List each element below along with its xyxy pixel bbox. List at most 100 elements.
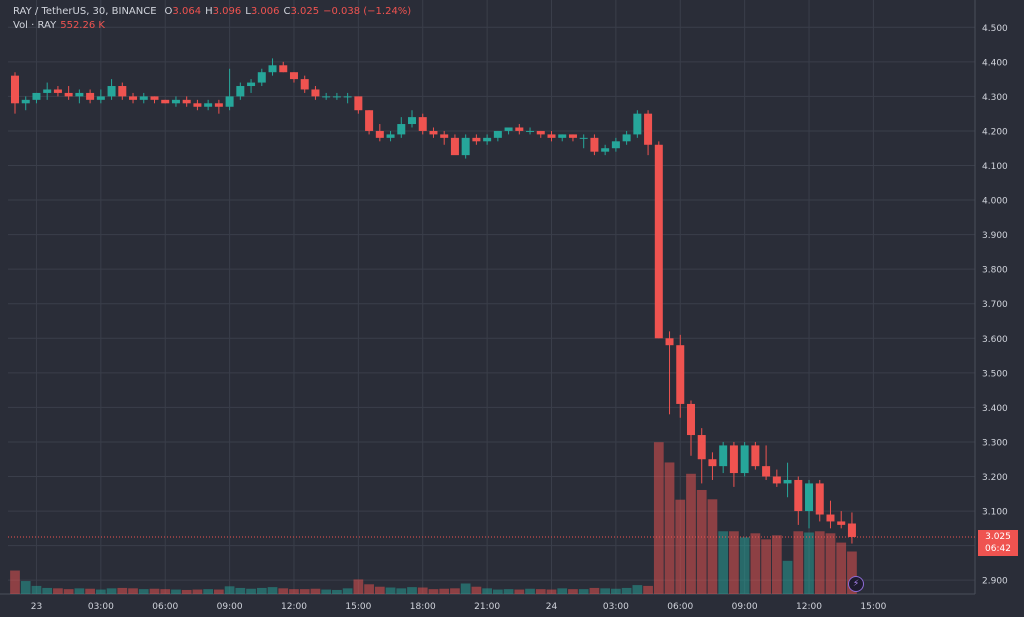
open-value: 3.064 [172,6,202,17]
volume-bar [439,588,450,594]
candle-body [729,445,738,474]
volume-bar [546,589,557,594]
volume-bar [557,588,568,594]
y-axis-tick-label: 3.400 [982,404,1008,414]
volume-bar [203,589,214,594]
volume-bar [471,586,482,594]
candle-body [772,476,781,484]
candle-body [805,483,814,512]
x-axis-tick-label: 12:00 [796,602,822,612]
candle-body [762,466,771,477]
candle-body [365,110,374,131]
y-axis-tick-label: 3.200 [982,473,1008,483]
volume-bar [686,473,696,594]
volume-bar [224,586,235,594]
ohlc-legend-row: RAY / TetherUS, 30, BINANCE O 3.064 H 3.09… [13,5,411,19]
x-axis-tick-label: 09:00 [217,602,243,612]
volume-bar [525,588,535,594]
change-value: −0.038 (−1.24%) [323,6,412,17]
volume-bar [181,589,192,594]
candle-body [289,72,298,80]
candle-body [676,345,685,404]
candle-body [11,75,19,104]
y-axis-tick-label: 2.900 [982,577,1008,587]
candle-body [654,144,663,339]
x-axis-tick-label: 06:00 [152,602,178,612]
close-label: C [283,6,291,17]
volume-bar [149,588,160,594]
candle-body [504,127,513,131]
volume-bar [460,583,471,594]
volume-bar [10,570,20,594]
volume-bar [374,586,385,594]
candle-body [611,141,620,149]
candle-body [472,137,481,142]
y-axis-tick-label: 4.300 [982,93,1008,103]
volume-bar [729,531,739,594]
x-axis-tick-label: 06:00 [667,602,693,612]
volume-legend-row: Vol · RAY 552.26 K [13,19,411,33]
candle-body [601,148,610,152]
current-price-tag: 3.025 06:42 [978,530,1018,556]
y-axis-tick-label: 4.000 [982,197,1008,207]
x-axis-tick-label: 24 [546,602,558,612]
volume-bar [364,584,374,594]
candle-body [622,134,631,142]
candle-body [247,82,256,87]
volume-bar [782,560,793,594]
volume-bar [814,531,825,594]
volume-bar [643,585,653,594]
candle-body [236,86,245,97]
candle-body [150,96,159,100]
volume-bar [664,462,675,594]
volume-bar [267,587,278,594]
candle-body [740,445,749,474]
x-axis-tick-label: 12:00 [281,602,307,612]
open-label: O [164,6,173,17]
y-axis-tick-label: 4.200 [982,127,1008,137]
volume-bar [739,537,750,594]
volume-bar [246,588,256,594]
volume-bar [696,489,707,594]
candle-body [644,113,653,145]
volume-bar [332,589,342,594]
volume-label[interactable]: Vol · RAY [13,20,57,31]
volume-bar [707,499,718,594]
low-label: L [245,6,251,17]
candle-body [579,137,588,139]
volume-bar [535,589,546,594]
volume-bar [847,551,857,594]
candle-body [568,134,577,138]
candle-body [815,483,824,515]
volume-bar [771,535,782,594]
high-value: 3.096 [212,6,242,17]
candle-body [450,137,459,156]
symbol-label[interactable]: RAY / TetherUS, 30, BINANCE [13,6,157,17]
low-value: 3.006 [250,6,280,17]
volume-bar [804,532,814,594]
volume-bar [825,533,836,594]
volume-bar [256,587,267,594]
candle-body [311,89,320,97]
candle-body [837,521,846,525]
volume-value: 552.26 K [60,20,105,31]
candle-body [139,96,148,100]
volume-bar [31,585,42,594]
volume-bar [385,587,396,594]
y-axis-tick-label: 4.500 [982,24,1008,34]
candle-body [847,523,856,537]
lightning-icon[interactable]: ⚡ [848,576,864,592]
y-axis-tick-label: 4.100 [982,162,1008,172]
volume-bar [568,589,578,594]
candle-body [118,86,127,97]
candle-body [32,92,41,100]
y-axis-tick-label: 3.600 [982,335,1008,345]
candle-body [665,338,674,346]
candle-body [515,127,524,131]
candle-body [96,96,105,100]
candle-body [483,137,492,142]
x-axis-tick-label: 21:00 [474,602,500,612]
volume-bar [85,588,95,594]
